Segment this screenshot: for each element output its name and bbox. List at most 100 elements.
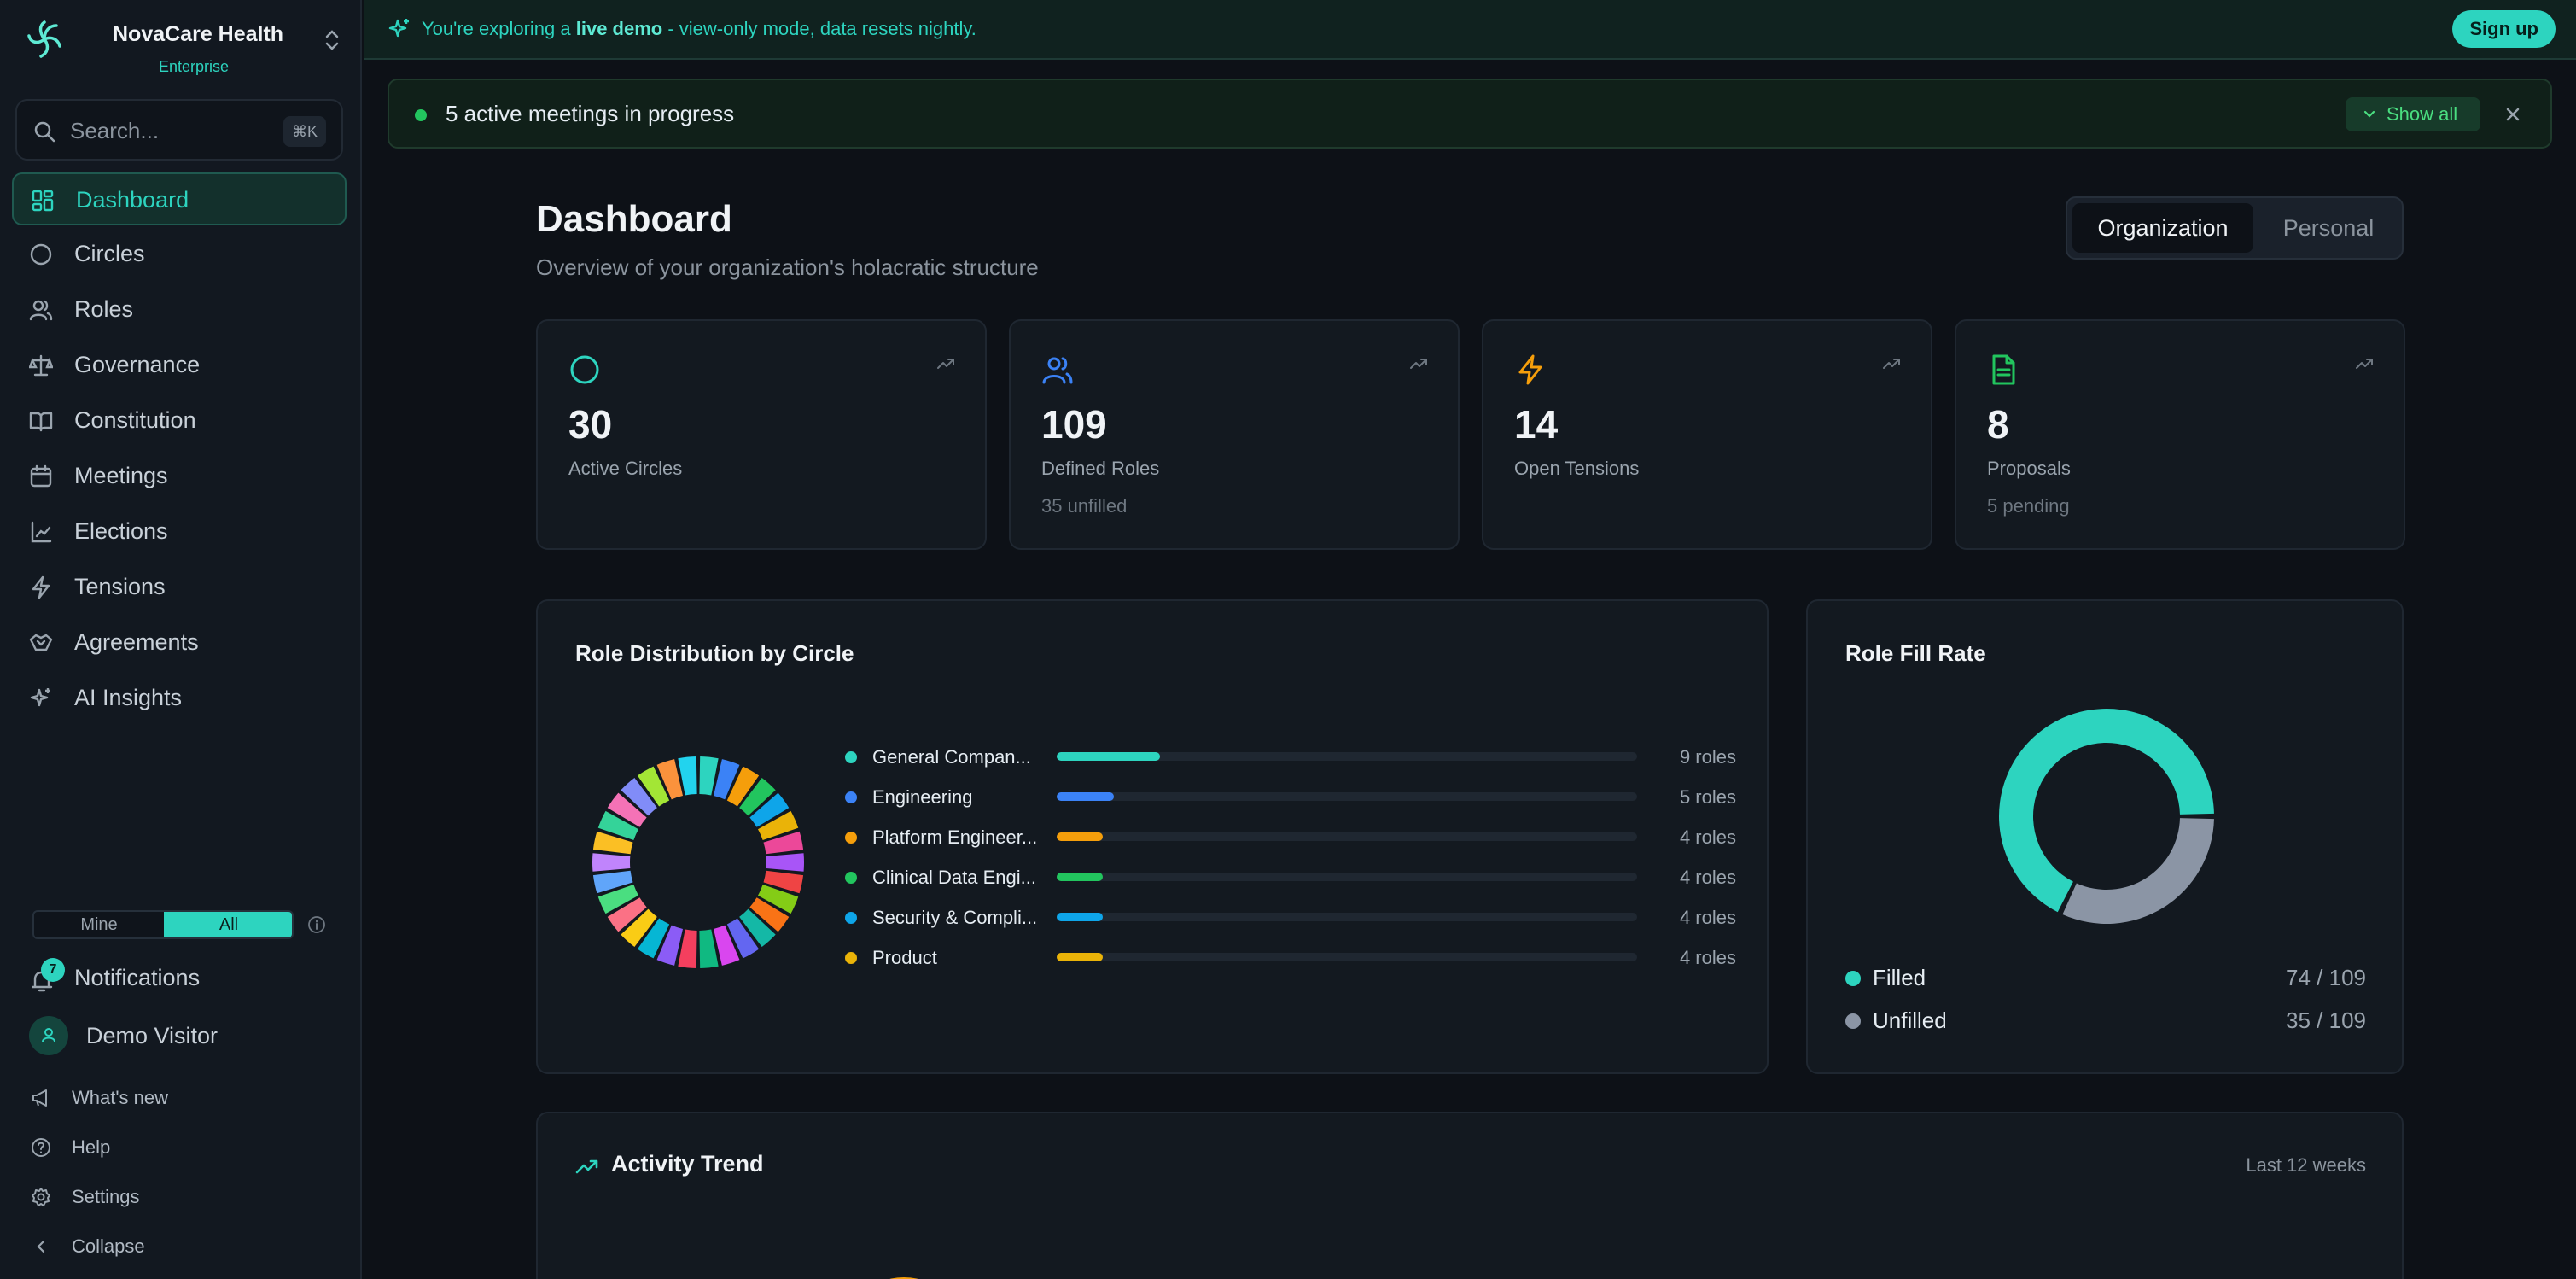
ring-segment[interactable]	[749, 897, 790, 932]
info-icon[interactable]	[307, 915, 326, 934]
ring-segment[interactable]	[699, 929, 719, 968]
ring-segment[interactable]	[763, 870, 804, 894]
stat-label: Proposals	[1987, 458, 2071, 479]
legend-dot	[845, 872, 857, 884]
role-distribution-row[interactable]: General Compan... 9 roles	[845, 739, 1736, 774]
role-count: 4 roles	[1679, 826, 1736, 848]
role-bar-fill	[1057, 873, 1103, 881]
user-menu[interactable]: Demo Visitor	[29, 1016, 336, 1057]
ring-segment[interactable]	[637, 766, 670, 807]
stat-card-defined-roles[interactable]: 109 Defined Roles 35 unfilled	[1009, 319, 1460, 550]
trend-range: Last 12 weeks	[2246, 1154, 2366, 1176]
sparkle-icon	[388, 19, 409, 38]
nav-label: Governance	[74, 352, 201, 377]
stat-card-active-circles[interactable]: 30 Active Circles	[536, 319, 987, 550]
org-switcher[interactable]: NovaCare Health Enterprise	[24, 14, 348, 75]
handshake-icon	[29, 634, 53, 651]
stat-value: 109	[1041, 402, 1107, 447]
ring-segment[interactable]	[749, 792, 790, 827]
ring-segment[interactable]	[713, 925, 740, 966]
ring-segment[interactable]	[656, 759, 684, 800]
page-title: Dashboard	[536, 198, 732, 240]
role-bar-track	[1057, 913, 1637, 921]
nav-item-constitution[interactable]: Constitution	[12, 394, 347, 447]
ring-segment[interactable]	[678, 756, 697, 796]
live-indicator-dot	[415, 109, 427, 121]
legend-label: Filled	[1873, 965, 1926, 990]
ring-segment[interactable]	[766, 853, 804, 872]
trending-up-icon	[575, 1159, 598, 1174]
view-tabs: Organization Personal	[2066, 196, 2404, 260]
nav-item-roles[interactable]: Roles	[12, 283, 347, 336]
whats-new-label: What's new	[72, 1087, 169, 1108]
ring-segment[interactable]	[699, 756, 719, 796]
nav-label: Dashboard	[76, 187, 189, 213]
ring-segment[interactable]	[607, 897, 647, 932]
nav-item-meetings[interactable]: Meetings	[12, 450, 347, 503]
role-distribution-row[interactable]: Engineering 5 roles	[845, 780, 1736, 814]
search-input[interactable]: Search... ⌘K	[15, 99, 343, 161]
show-all-button[interactable]: Show all	[2346, 97, 2480, 131]
ring-segment[interactable]	[678, 929, 697, 968]
role-distribution-row[interactable]: Product 4 roles	[845, 940, 1736, 974]
role-distribution-row[interactable]: Clinical Data Engi... 4 roles	[845, 860, 1736, 894]
nav-item-governance[interactable]: Governance	[12, 339, 347, 392]
ring-segment[interactable]	[621, 777, 657, 816]
stat-card-open-tensions[interactable]: 14 Open Tensions	[1482, 319, 1932, 550]
tab-organization[interactable]: Organization	[2072, 203, 2253, 253]
role-bar-track	[1057, 792, 1637, 801]
chevron-up-down-icon[interactable]	[321, 26, 343, 55]
legend-dot	[845, 952, 857, 964]
ring-segment[interactable]	[713, 759, 740, 800]
ring-segment[interactable]	[726, 766, 760, 807]
ring-segment[interactable]	[621, 908, 657, 948]
ring-segment[interactable]	[739, 908, 776, 948]
nav-label: Circles	[74, 241, 145, 266]
ring-segment[interactable]	[592, 831, 633, 855]
nav-item-tensions[interactable]: Tensions	[12, 561, 347, 614]
role-bar-track	[1057, 953, 1637, 961]
trending-up-icon	[2356, 359, 2373, 369]
settings-link[interactable]: Settings	[31, 1180, 338, 1214]
sign-up-button[interactable]: Sign up	[2452, 10, 2556, 48]
ring-segment[interactable]	[757, 885, 799, 914]
scope-all-button[interactable]: All	[164, 912, 292, 937]
role-bar-track	[1057, 832, 1637, 841]
chevron-down-icon	[2363, 110, 2375, 118]
ring-segment[interactable]	[592, 870, 633, 894]
collapse-button[interactable]: Collapse	[31, 1229, 338, 1264]
scope-mine-button[interactable]: Mine	[80, 915, 118, 934]
ring-segment[interactable]	[592, 853, 631, 872]
nav-item-ai-insights[interactable]: AI Insights	[12, 672, 347, 725]
circle-name: Clinical Data Engi...	[872, 867, 1036, 888]
notifications-button[interactable]: 7 Notifications	[29, 956, 336, 999]
whats-new-link[interactable]: What's new	[31, 1081, 338, 1115]
ring-segment[interactable]	[656, 925, 684, 966]
unfilled-segment[interactable]	[2062, 818, 2214, 924]
ring-segment[interactable]	[597, 810, 639, 840]
help-link[interactable]: Help	[31, 1130, 338, 1165]
lightning-icon	[1518, 354, 1542, 385]
legend-dot	[845, 832, 857, 844]
nav-item-elections[interactable]: Elections	[12, 505, 347, 558]
ring-segment[interactable]	[739, 777, 776, 816]
role-distribution-row[interactable]: Platform Engineer... 4 roles	[845, 820, 1736, 854]
ring-segment[interactable]	[607, 792, 647, 827]
nav-item-circles[interactable]: Circles	[12, 228, 347, 281]
role-distribution-row[interactable]: Security & Compli... 4 roles	[845, 900, 1736, 934]
nav-item-dashboard[interactable]: Dashboard	[12, 172, 347, 225]
nav-item-agreements[interactable]: Agreements	[12, 616, 347, 669]
ring-segment[interactable]	[757, 810, 799, 840]
tab-personal[interactable]: Personal	[2282, 215, 2375, 241]
ring-segment[interactable]	[726, 918, 760, 959]
ring-segment[interactable]	[763, 831, 804, 855]
filled-segment[interactable]	[1999, 709, 2214, 913]
stat-card-proposals[interactable]: 8 Proposals 5 pending	[1955, 319, 2405, 550]
close-icon[interactable]	[2501, 102, 2525, 126]
ring-segment[interactable]	[597, 885, 639, 914]
role-bar-fill	[1057, 752, 1161, 761]
stat-value: 8	[1987, 402, 2009, 447]
ballot-icon	[31, 521, 52, 543]
ring-segment[interactable]	[637, 918, 670, 959]
stat-value: 14	[1514, 402, 1559, 447]
